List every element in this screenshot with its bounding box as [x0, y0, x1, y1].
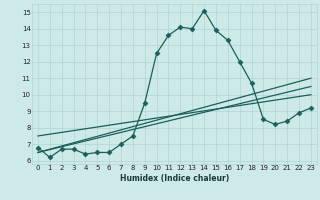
- X-axis label: Humidex (Indice chaleur): Humidex (Indice chaleur): [120, 174, 229, 183]
